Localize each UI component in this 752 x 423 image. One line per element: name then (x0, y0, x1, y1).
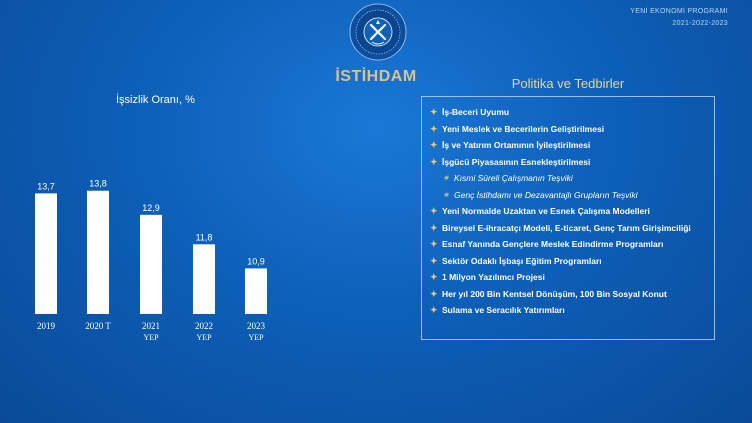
bar-value-label: 13,7 (37, 181, 55, 191)
star-bullet-icon: ✴ (442, 173, 450, 183)
policy-box: ✦ İş-Beceri Uyumu ✦ Yeni Meslek ve Becerile… (421, 96, 715, 340)
policy-item-text: İşgücü Piyasasının Esnekleştirilmesi (442, 156, 591, 167)
policy-subitem: ✴ Genç İstihdamı ve Dezavantajlı Grupları… (430, 190, 708, 201)
policy-item-text: İş-Beceri Uyumu (442, 107, 510, 117)
bar-2023 (245, 268, 267, 314)
program-name: YENİ EKONOMİ PROGRAMI (630, 8, 728, 15)
star-bullet-icon: ✦ (430, 288, 438, 299)
policy-item-text: Esnaf Yanında Gençlere Meslek Edindirme … (442, 239, 664, 249)
policy-item-text: Her yıl 200 Bin Kentsel Dönüşüm, 100 Bin… (442, 288, 667, 299)
policy-item: ✦ İş-Beceri Uyumu (430, 107, 708, 118)
bar-value-label: 13,8 (89, 179, 107, 189)
policy-title: Politika ve Tedbirler (511, 76, 625, 91)
unemployment-bar-chart: 13,7 2019 13,8 2020 T 12,9 2021 YEP 11,8 2022 YEP… (35, 179, 267, 342)
policy-item-text: Bireysel E-ihracatçı Modeli, E-ticaret, … (442, 222, 691, 233)
policy-item-text: 1 Milyon Yazılımcı Projesi (442, 272, 545, 282)
star-bullet-icon: ✦ (430, 140, 438, 150)
policy-item: ✦ İş ve Yatırım Ortamının İyileştirilmesi (430, 140, 708, 151)
bar-value-label: 10,9 (247, 256, 265, 266)
policy-list: ✦ İş-Beceri Uyumu ✦ Yeni Meslek ve Becerile… (430, 107, 708, 316)
policy-item: ✦ Sulama ve Seracılık Yatırımları (430, 305, 708, 316)
category-label: 2019 (37, 321, 56, 331)
policy-item: ✦ Yeni Normalde Uzaktan ve Esnek Çalışma … (430, 206, 708, 217)
policy-item: ✦ Yeni Meslek ve Becerilerin Geliştirilme… (430, 124, 708, 135)
policy-item-text: Sektör Odaklı İşbaşı Eğitim Programları (442, 255, 602, 266)
policy-item-text: Yeni Normalde Uzaktan ve Esnek Çalışma M… (442, 206, 650, 216)
star-bullet-icon: ✦ (430, 206, 438, 216)
policy-item: ✦ İşgücü Piyasasının Esnekleştirilmesi (430, 157, 708, 168)
star-bullet-icon: ✦ (430, 305, 438, 315)
category-sublabel: YEP (143, 333, 159, 342)
star-bullet-icon: ✦ (430, 156, 438, 167)
policy-item-text: Sulama ve Seracılık Yatırımları (442, 305, 565, 315)
ministry-logo-icon (349, 3, 407, 61)
star-bullet-icon: ✦ (430, 222, 438, 233)
policy-item-text: Yeni Meslek ve Becerilerin Geliştirilmes… (442, 123, 605, 134)
policy-item-text: Genç İstihdamı ve Dezavantajlı Grupların… (454, 189, 638, 200)
policy-item-text: Kısmi Süreli Çalışmanın Teşviki (454, 173, 573, 183)
policy-item: ✦ Esnaf Yanında Gençlere Meslek Edindirme… (430, 239, 708, 250)
program-heading: YENİ EKONOMİ PROGRAMI 2021-2022-2023 (630, 6, 728, 30)
bar-2022 (193, 244, 215, 314)
policy-item: ✦ Bireysel E-ihracatçı Modeli, E-ticaret,… (430, 223, 708, 234)
star-bullet-icon: ✦ (430, 107, 438, 117)
program-years: 2021-2022-2023 (672, 20, 728, 27)
star-bullet-icon: ✦ (430, 272, 438, 282)
bar-2020-t (87, 190, 109, 314)
policy-item: ✦ 1 Milyon Yazılımcı Projesi (430, 272, 708, 283)
category-label: 2021 (142, 321, 160, 331)
bar-2019 (35, 193, 57, 314)
star-bullet-icon: ✦ (430, 123, 438, 134)
category-label: 2020 T (85, 321, 111, 331)
policy-subitem: ✴ Kısmi Süreli Çalışmanın Teşviki (430, 173, 708, 184)
bar-value-label: 12,9 (142, 203, 160, 213)
category-sublabel: YEP (196, 333, 212, 342)
category-label: 2022 (195, 321, 213, 331)
section-title: İSTİHDAM (335, 68, 417, 85)
category-label: 2023 (247, 321, 266, 331)
policy-item: ✦ Her yıl 200 Bin Kentsel Dönüşüm, 100 Bi… (430, 289, 708, 300)
bar-2021 (140, 214, 162, 314)
chart-title: İşsizlik Oranı, % (116, 94, 195, 106)
star-bullet-icon: ✦ (430, 239, 438, 249)
policy-item: ✦ Sektör Odaklı İşbaşı Eğitim Programları (430, 256, 708, 267)
bar-value-label: 11,8 (196, 232, 213, 242)
policy-item-text: İş ve Yatırım Ortamının İyileştirilmesi (442, 140, 591, 150)
category-sublabel: YEP (248, 333, 264, 342)
star-bullet-icon: ✦ (430, 255, 438, 266)
star-bullet-icon: ✴ (442, 189, 450, 200)
